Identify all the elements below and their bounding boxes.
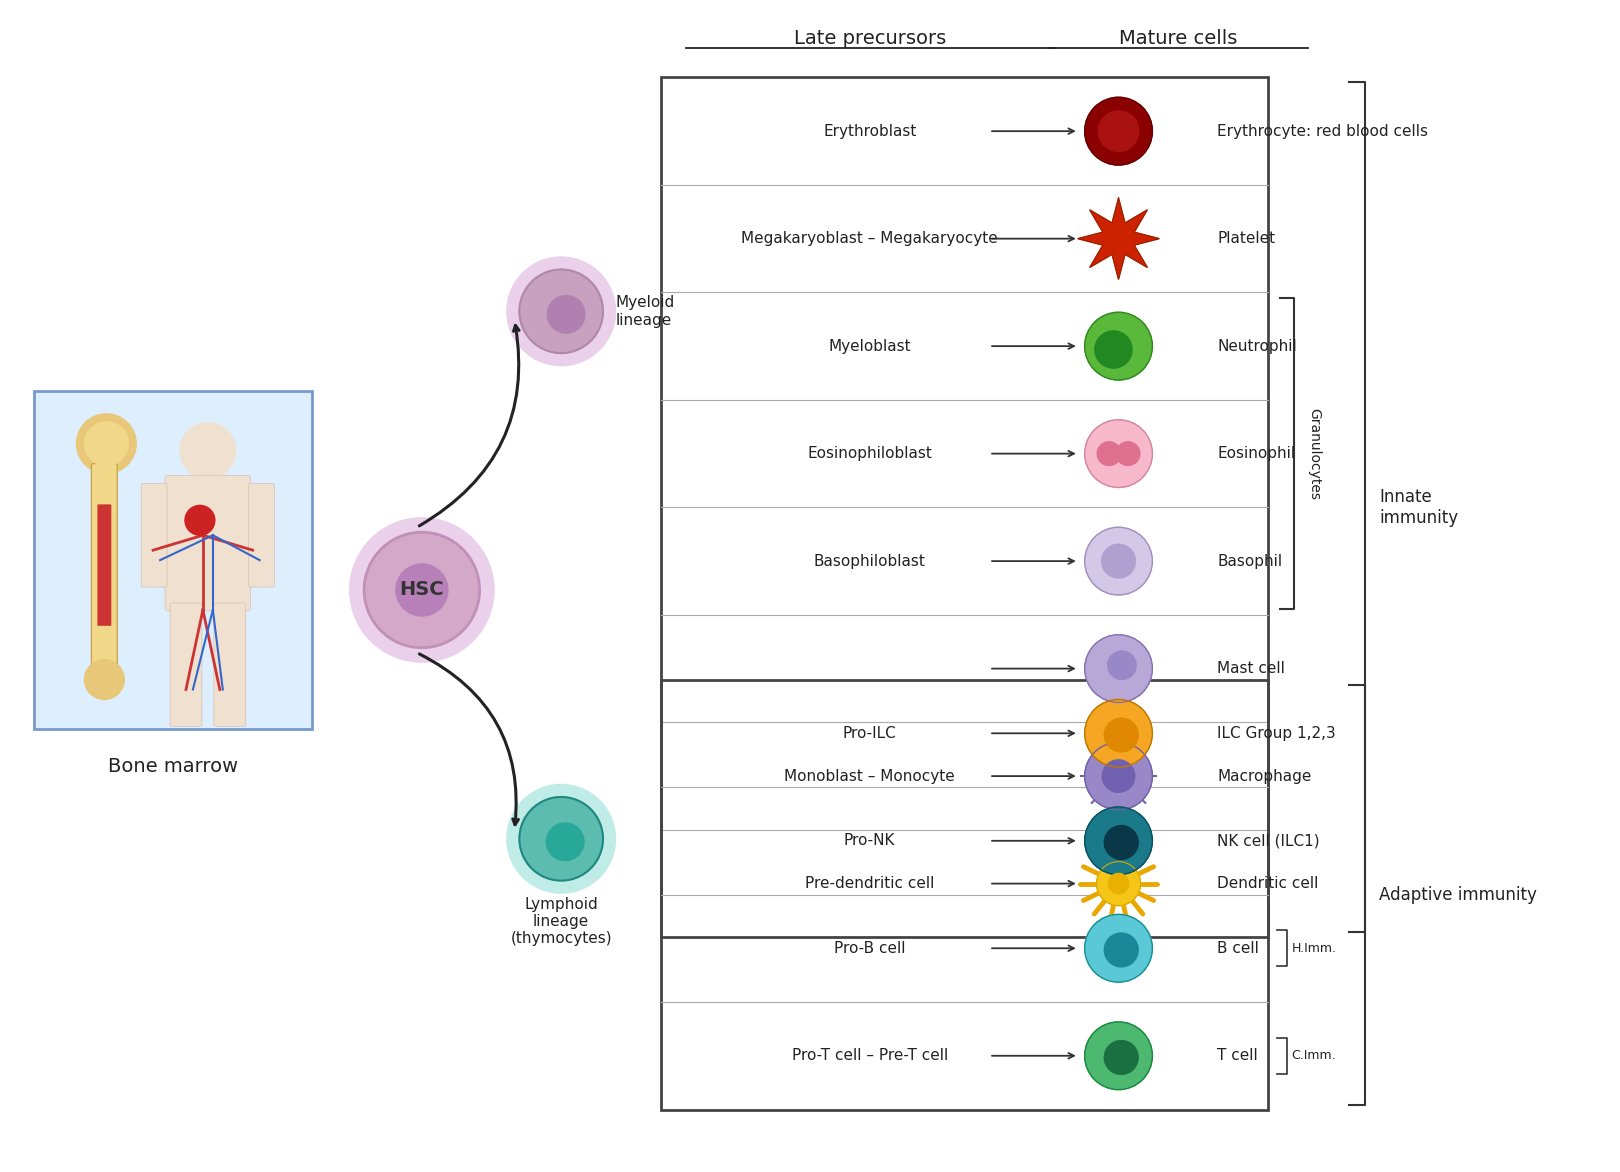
FancyBboxPatch shape [214, 602, 246, 727]
Bar [661, 680, 1268, 1110]
Polygon shape [1077, 198, 1160, 279]
Text: Megakaryoblast – Megakaryocyte: Megakaryoblast – Megakaryocyte [742, 231, 998, 246]
Text: Pro-B cell: Pro-B cell [834, 941, 906, 956]
Circle shape [1108, 873, 1129, 894]
Circle shape [507, 257, 616, 366]
Text: Pro-ILC: Pro-ILC [842, 725, 896, 741]
FancyBboxPatch shape [170, 602, 202, 727]
Text: Adaptive immunity: Adaptive immunity [1379, 886, 1537, 904]
Text: H.Imm.: H.Imm. [1291, 942, 1336, 955]
FancyBboxPatch shape [165, 476, 251, 611]
Text: Mature cells: Mature cells [1119, 28, 1238, 48]
Circle shape [1105, 933, 1139, 967]
Circle shape [76, 414, 136, 473]
Text: Lymphoid
lineage
(thymocytes): Lymphoid lineage (thymocytes) [510, 897, 612, 946]
Text: Granulocytes: Granulocytes [1307, 408, 1322, 499]
Circle shape [1085, 700, 1152, 768]
Circle shape [395, 564, 447, 616]
Circle shape [1102, 544, 1136, 578]
Circle shape [507, 784, 616, 893]
Circle shape [1085, 312, 1152, 380]
Circle shape [520, 797, 603, 880]
Text: Erythroblast: Erythroblast [823, 124, 917, 138]
Text: Myeloblast: Myeloblast [828, 339, 910, 354]
Text: ILC Group 1,2,3: ILC Group 1,2,3 [1217, 725, 1336, 741]
Text: Late precursors: Late precursors [794, 28, 946, 48]
Circle shape [185, 505, 215, 536]
Text: Platelet: Platelet [1217, 231, 1275, 246]
Circle shape [1085, 742, 1152, 810]
Text: Mast cell: Mast cell [1217, 661, 1285, 676]
FancyBboxPatch shape [91, 464, 117, 667]
FancyBboxPatch shape [249, 484, 274, 587]
Text: HSC: HSC [400, 580, 444, 600]
Circle shape [548, 295, 585, 333]
Circle shape [1105, 1041, 1139, 1075]
FancyBboxPatch shape [141, 484, 167, 587]
Text: Eosinophiloblast: Eosinophiloblast [807, 447, 931, 461]
Circle shape [1085, 1022, 1152, 1090]
Text: Monoblast – Monocyte: Monoblast – Monocyte [784, 769, 956, 784]
FancyBboxPatch shape [97, 504, 112, 626]
Circle shape [350, 518, 494, 662]
Text: Macrophage: Macrophage [1217, 769, 1312, 784]
Circle shape [1108, 650, 1136, 680]
Circle shape [1095, 331, 1132, 368]
Circle shape [1085, 527, 1152, 595]
Text: NK cell (ILC1): NK cell (ILC1) [1217, 833, 1320, 849]
Text: Myeloid
lineage: Myeloid lineage [616, 295, 676, 327]
Text: Erythrocyte: red blood cells: Erythrocyte: red blood cells [1217, 124, 1429, 138]
Text: Pro-NK: Pro-NK [844, 833, 896, 849]
Text: Dendritic cell: Dendritic cell [1217, 877, 1319, 891]
Circle shape [1098, 111, 1139, 151]
Circle shape [1105, 718, 1139, 752]
Circle shape [1085, 808, 1152, 874]
Text: T cell: T cell [1217, 1048, 1257, 1063]
Text: Pro-T cell – Pre-T cell: Pro-T cell – Pre-T cell [792, 1048, 948, 1063]
Circle shape [1085, 914, 1152, 982]
Circle shape [1102, 759, 1134, 792]
Circle shape [546, 823, 583, 860]
Circle shape [84, 422, 128, 465]
Text: Bone marrow: Bone marrow [109, 757, 238, 776]
Circle shape [1116, 442, 1140, 465]
Circle shape [1097, 442, 1121, 465]
Circle shape [180, 423, 237, 478]
Circle shape [1085, 635, 1152, 702]
Circle shape [84, 660, 125, 700]
Text: Neutrophil: Neutrophil [1217, 339, 1298, 354]
Text: Basophil: Basophil [1217, 553, 1281, 568]
Text: B cell: B cell [1217, 941, 1259, 956]
Text: C.Imm.: C.Imm. [1291, 1049, 1336, 1062]
Circle shape [1085, 97, 1152, 165]
Circle shape [1105, 825, 1139, 859]
Text: Basophiloblast: Basophiloblast [813, 553, 925, 568]
Text: Innate
immunity: Innate immunity [1379, 488, 1458, 526]
Text: Eosinophil: Eosinophil [1217, 447, 1294, 461]
Bar [661, 77, 1268, 938]
Circle shape [1085, 420, 1152, 488]
Circle shape [1097, 861, 1140, 906]
FancyBboxPatch shape [34, 391, 313, 729]
Text: Pre-dendritic cell: Pre-dendritic cell [805, 877, 935, 891]
Circle shape [364, 532, 480, 648]
Circle shape [520, 270, 603, 353]
